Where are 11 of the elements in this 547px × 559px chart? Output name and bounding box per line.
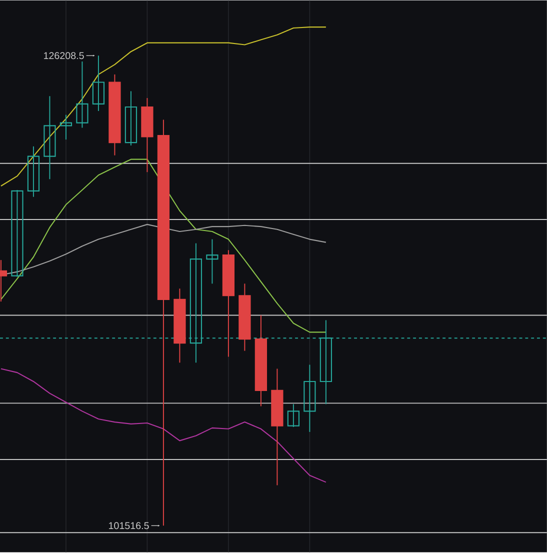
candlestick xyxy=(44,96,56,180)
candlestick xyxy=(304,364,316,432)
candlestick xyxy=(11,189,24,278)
candlestick xyxy=(124,90,138,146)
candlestick xyxy=(206,238,218,284)
annotation: 126208.5 xyxy=(44,52,84,60)
candlestick xyxy=(60,114,72,140)
candlestick xyxy=(27,146,40,198)
annotation: 101516.5 xyxy=(109,522,149,530)
candlestick xyxy=(76,61,88,128)
candlestick xyxy=(287,404,300,428)
